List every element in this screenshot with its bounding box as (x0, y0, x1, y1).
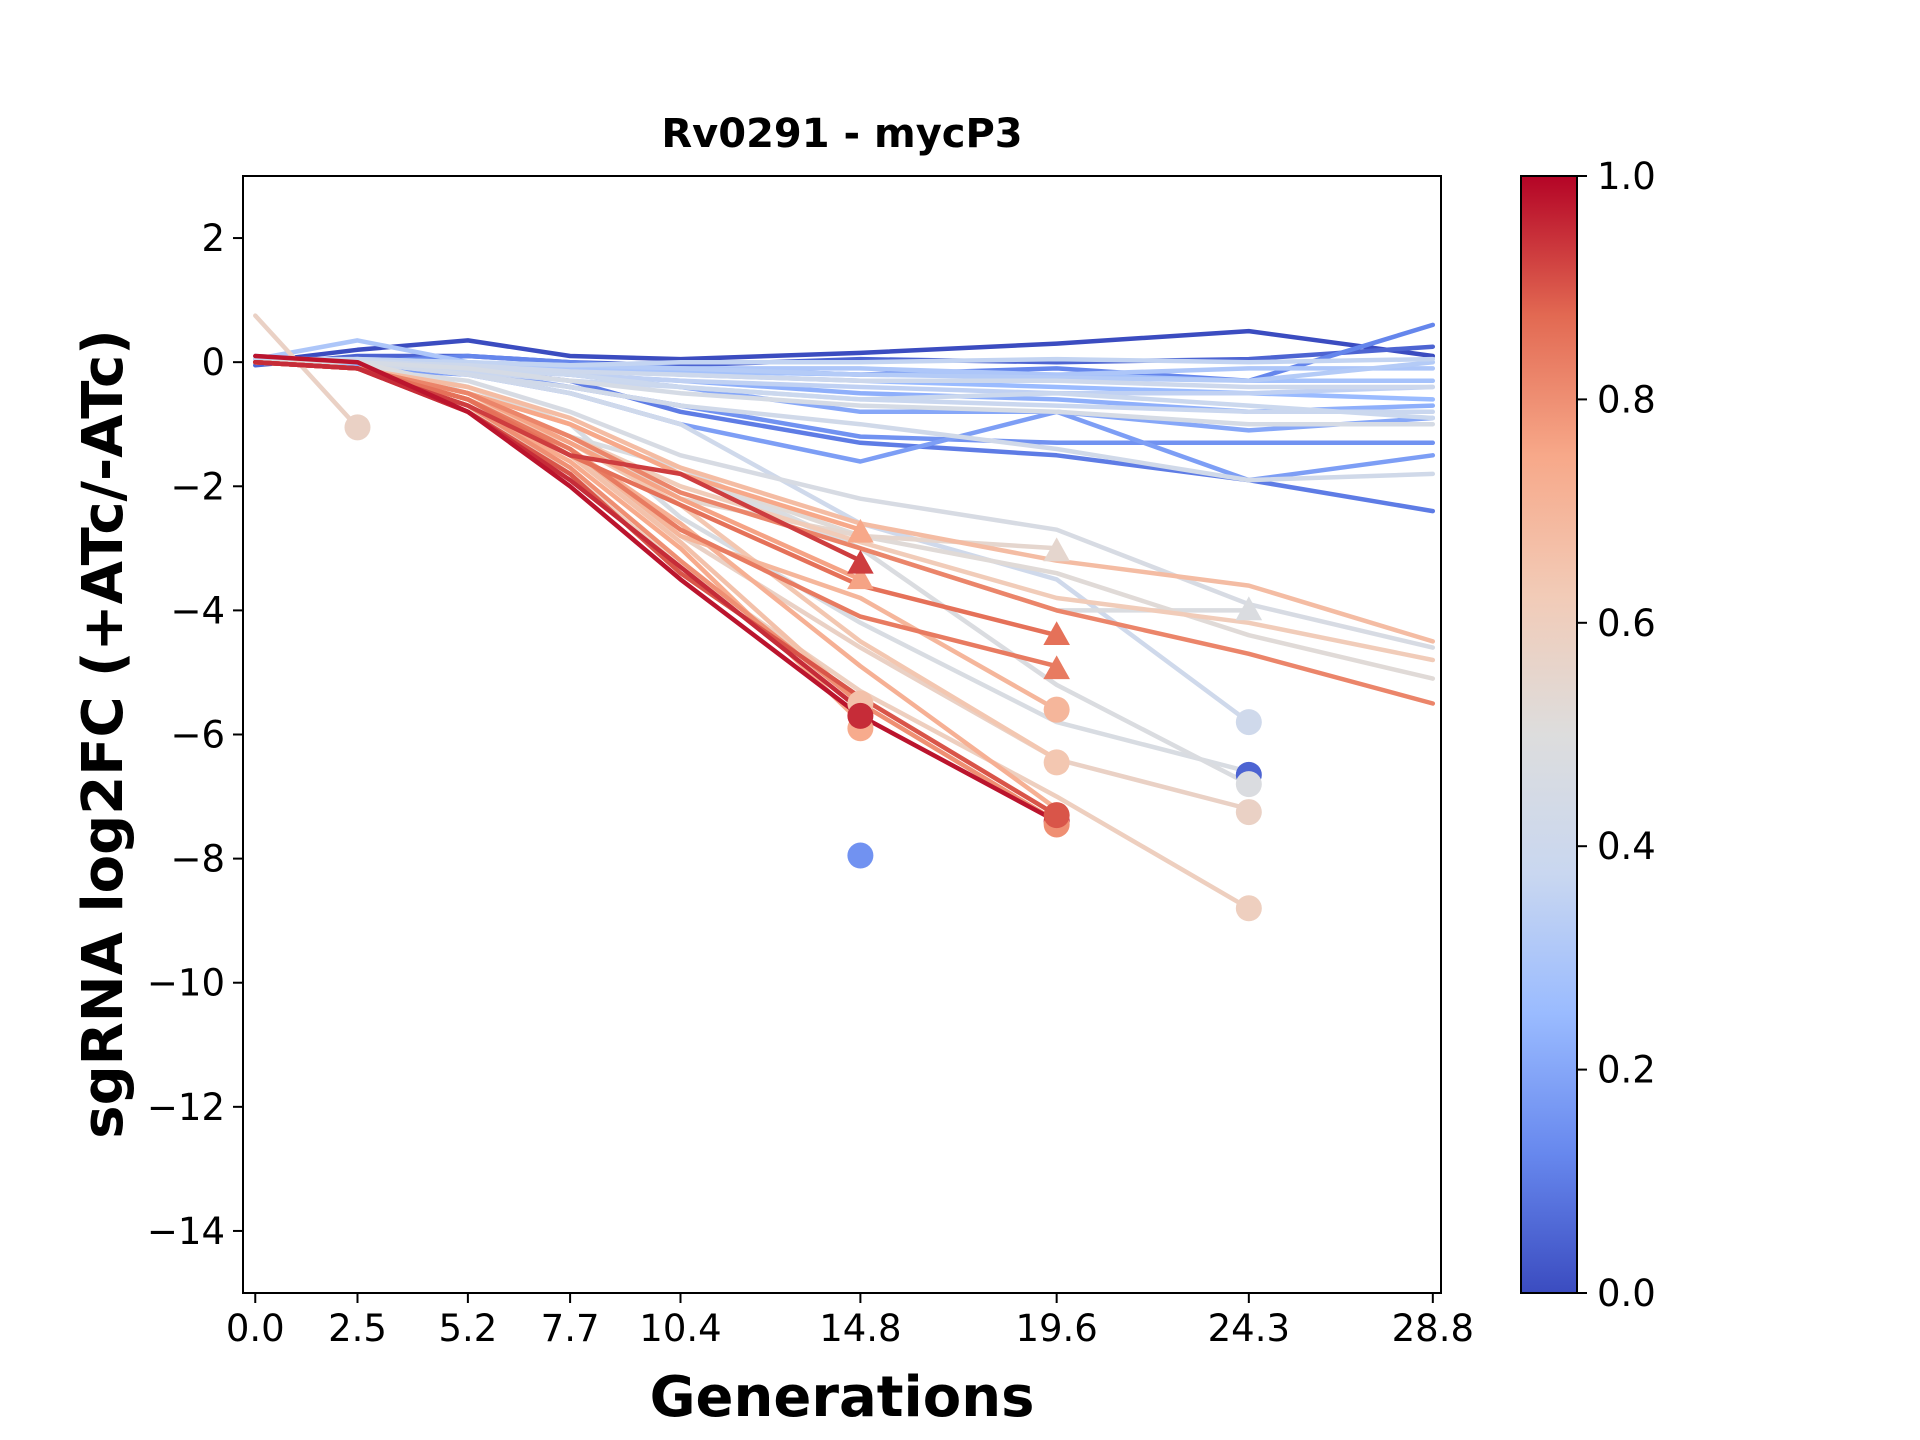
colorbar-tick-label: 0.6 (1597, 602, 1656, 645)
colorbar-gradient (1520, 175, 1578, 1294)
end-marker-circle-16 (1235, 709, 1262, 736)
end-marker-triangle-5 (847, 518, 874, 543)
colorbar-tick-label: 0.0 (1597, 1272, 1656, 1315)
end-marker-circle-11 (1043, 696, 1070, 723)
x-axis-label: Generations (650, 1365, 1035, 1430)
end-marker-circle-4 (847, 702, 874, 729)
y-tick-label: 0 (201, 341, 225, 384)
series-line-38 (253, 359, 1059, 824)
x-tick-label: 2.5 (328, 1307, 387, 1350)
end-marker-triangle-13 (1043, 537, 1070, 562)
y-tick-label: −10 (147, 962, 225, 1005)
y-tick-label: 2 (201, 217, 225, 260)
colorbar-ticks: 0.0 0.2 0.4 0.6 0.8 1.0 (1577, 155, 1656, 1315)
y-axis-label: sgRNA log2FC (+ATc/-ATc) (71, 329, 136, 1139)
series-line-23 (253, 359, 1252, 787)
end-marker-circle-12 (1043, 749, 1070, 776)
end-marker-circle-18 (1235, 771, 1262, 798)
x-axis: 0.0 2.5 5.2 7.7 10.4 14.8 19.6 24.3 28.8 (226, 1293, 1474, 1350)
colorbar-tick-label: 0.4 (1597, 825, 1656, 868)
chart-title: Rv0291 - mycP3 (661, 111, 1022, 157)
end-marker-triangle-7 (847, 549, 874, 574)
colorbar-tick-label: 0.8 (1597, 378, 1656, 421)
series-line-19 (253, 359, 1436, 427)
x-tick-label: 10.4 (639, 1307, 721, 1350)
end-marker-circle-1 (847, 842, 874, 869)
y-tick-label: −14 (147, 1210, 225, 1253)
x-tick-label: 14.8 (819, 1307, 901, 1350)
colorbar: 0.0 0.2 0.4 0.6 0.8 1.0 (1520, 155, 1656, 1315)
y-axis: 2 0 −2 −4 −6 −8 −10 −12 −14 (147, 217, 243, 1253)
colorbar-tick-label: 0.2 (1597, 1049, 1656, 1092)
x-tick-label: 24.3 (1208, 1307, 1290, 1350)
y-tick-label: −6 (170, 714, 225, 757)
end-marker-circle-10 (1043, 802, 1070, 829)
x-tick-label: 7.7 (541, 1307, 600, 1350)
y-tick-label: −8 (170, 838, 225, 881)
end-marker-triangle-15 (1043, 621, 1070, 646)
y-tick-label: −12 (147, 1086, 225, 1129)
end-marker-triangle-14 (1043, 655, 1070, 680)
marker-layer (344, 414, 1263, 922)
x-tick-label: 28.8 (1392, 1307, 1474, 1350)
end-marker-circle-0 (344, 414, 371, 441)
x-tick-label: 5.2 (438, 1307, 497, 1350)
end-marker-circle-20 (1235, 895, 1262, 922)
end-marker-triangle-6 (847, 565, 874, 590)
y-tick-label: −2 (170, 465, 225, 508)
series-line-26 (253, 313, 360, 430)
series-line-44 (253, 359, 863, 712)
x-tick-label: 0.0 (226, 1307, 285, 1350)
end-marker-triangle-21 (1235, 596, 1263, 621)
y-tick-label: −4 (170, 589, 225, 632)
colorbar-tick-label: 1.0 (1597, 155, 1656, 198)
end-marker-circle-19 (1235, 799, 1262, 826)
x-tick-label: 19.6 (1015, 1307, 1097, 1350)
